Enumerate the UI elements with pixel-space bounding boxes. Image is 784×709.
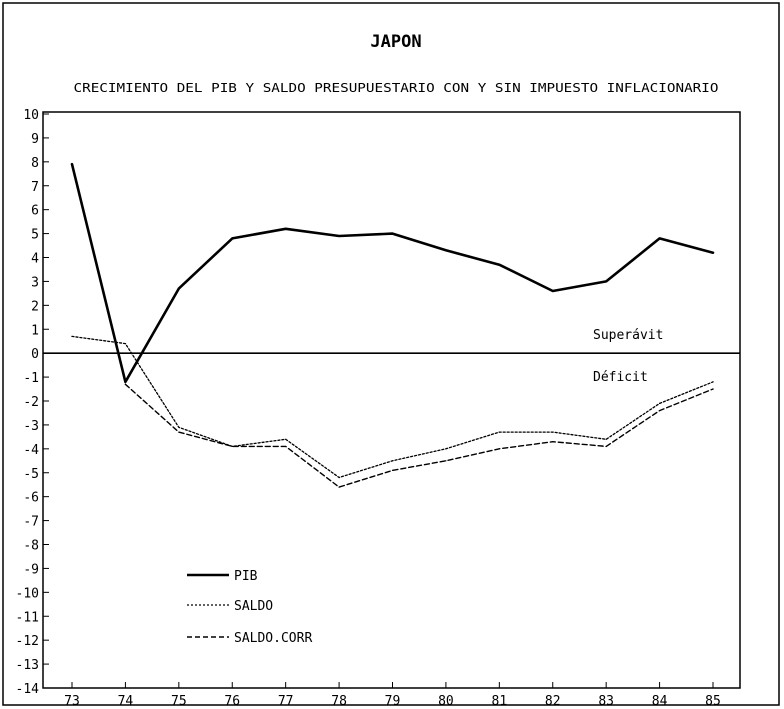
x-tick-label: 73 <box>64 694 80 709</box>
series-2-point <box>178 426 180 428</box>
y-tick-label: -11 <box>16 610 39 625</box>
x-tick-label: 74 <box>118 694 134 709</box>
x-tick-label: 84 <box>652 694 668 709</box>
series-1-point <box>605 280 607 283</box>
y-tick-label: -1 <box>23 371 39 386</box>
x-tick-label: 82 <box>545 694 561 709</box>
series-1-point <box>658 237 661 239</box>
series-3-point <box>445 460 447 462</box>
series-1-point <box>338 235 340 237</box>
legend-label: SALDO <box>234 599 273 614</box>
y-tick-label: -10 <box>16 586 39 601</box>
series-1-point <box>712 252 714 254</box>
series-2-point <box>285 438 287 440</box>
x-tick-label: 85 <box>705 694 721 709</box>
y-axis: 109876543210-1-2-3-4-5-6-7-8-9-10-11-12-… <box>16 108 49 697</box>
series-2-point <box>658 402 661 404</box>
y-tick-label: 4 <box>31 252 39 267</box>
y-tick-label: 10 <box>23 108 39 123</box>
series-1-point <box>445 249 447 251</box>
y-tick-label: -6 <box>23 491 39 506</box>
y-tick-label: -13 <box>16 658 39 673</box>
legend: PIB SALDO SALDO.CORR <box>187 569 312 646</box>
series-line-2 <box>71 335 714 479</box>
x-tick-label: 80 <box>438 694 454 709</box>
y-tick-label: -7 <box>23 515 39 530</box>
series-2-point <box>605 438 607 440</box>
y-tick-label: 3 <box>31 275 39 290</box>
series-1-point <box>231 237 233 239</box>
series-3-point <box>552 441 554 443</box>
series-layer <box>70 162 715 488</box>
chart-subtitle: CRECIMIENTO DEL PIB Y SALDO PRESUPUESTAR… <box>74 80 719 95</box>
series-2-point <box>71 335 73 338</box>
y-tick-label: -9 <box>23 562 39 577</box>
y-tick-label: 6 <box>31 204 39 219</box>
series-1-point <box>124 381 127 383</box>
series-1-point <box>178 287 180 290</box>
series-2-point <box>338 476 340 479</box>
series-2-point <box>124 343 127 345</box>
y-tick-label: -12 <box>16 634 39 649</box>
y-tick-label: 8 <box>31 156 39 171</box>
series-2-point <box>712 381 714 383</box>
series-1-point <box>71 163 73 165</box>
series-3-point <box>498 448 500 450</box>
series-3-point <box>338 486 340 488</box>
x-tick-label: 78 <box>331 694 347 709</box>
y-tick-label: -3 <box>23 419 39 434</box>
y-tick-label: 1 <box>31 323 39 338</box>
series-1-point <box>498 264 500 266</box>
series-3-point <box>285 445 287 448</box>
series-1-point <box>391 232 394 235</box>
y-tick-label: -5 <box>23 467 39 482</box>
x-tick-label: 83 <box>598 694 614 709</box>
y-tick-label: -2 <box>23 395 39 410</box>
y-tick-label: 0 <box>31 347 39 362</box>
x-tick-label: 76 <box>224 694 240 709</box>
series-3-point <box>391 469 394 471</box>
x-axis: 73 74 75 76 77 78 79 80 81 82 83 84 85 <box>64 682 721 709</box>
y-tick-label: 5 <box>31 228 39 243</box>
legend-label: PIB <box>234 569 258 584</box>
y-tick-label: 2 <box>31 299 39 314</box>
x-tick-label: 77 <box>278 694 294 709</box>
annotation-superavit: Superávit <box>593 328 663 343</box>
y-tick-label: 9 <box>31 132 39 147</box>
x-tick-label: 75 <box>171 694 187 709</box>
legend-label: SALDO.CORR <box>234 631 312 646</box>
series-3-point <box>124 383 127 385</box>
y-tick-label: 7 <box>31 180 39 195</box>
series-3-point <box>712 388 714 390</box>
x-tick-label: 81 <box>492 694 508 709</box>
series-1-point <box>285 228 287 230</box>
y-tick-label: -8 <box>23 539 39 554</box>
y-tick-label: -14 <box>16 682 40 697</box>
series-3-point <box>178 431 180 433</box>
series-line-1 <box>70 162 715 384</box>
y-tick-label: -4 <box>23 443 39 458</box>
x-tick-label: 79 <box>385 694 401 709</box>
series-1-point <box>552 290 554 292</box>
series-3-point <box>231 445 233 448</box>
series-3-point <box>658 409 661 412</box>
series-2-point <box>498 431 500 433</box>
annotation-deficit: Déficit <box>593 370 648 385</box>
series-2-point <box>552 431 554 433</box>
series-2-point <box>445 448 447 450</box>
series-3-point <box>605 445 607 448</box>
plot-area-border <box>42 111 741 689</box>
series-line-3 <box>124 383 714 488</box>
series-2-point <box>391 460 394 462</box>
chart-title: JAPON <box>370 32 421 52</box>
